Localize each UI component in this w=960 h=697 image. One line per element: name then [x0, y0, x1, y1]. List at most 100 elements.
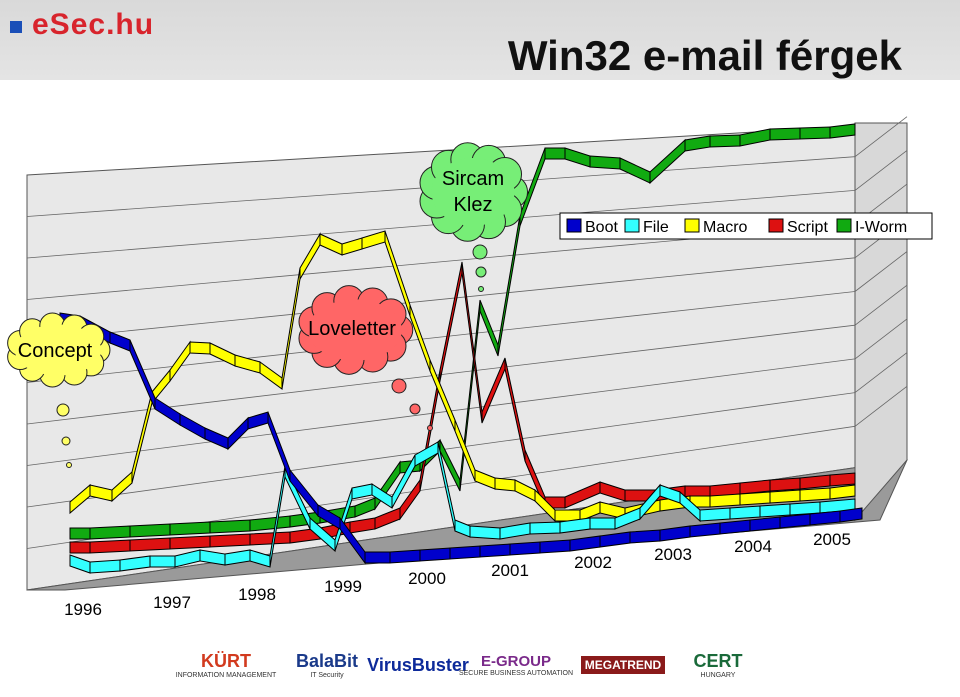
- x-tick-label: 2000: [408, 569, 446, 588]
- balabit-logo: BalaBit IT Security: [282, 640, 372, 690]
- series-segment: [209, 533, 251, 548]
- series-segment: [829, 484, 856, 500]
- legend-label: Boot: [585, 219, 618, 236]
- series-segment: [839, 507, 863, 523]
- series-segment: [629, 529, 661, 544]
- series-segment: [69, 541, 91, 554]
- side-wall: [854, 122, 908, 522]
- series-segment: [799, 126, 831, 140]
- x-tick-label: 1998: [238, 585, 276, 604]
- logo-text: E-GROUP: [480, 653, 551, 670]
- series-segment: [739, 491, 771, 506]
- series-segment: [169, 535, 211, 550]
- logo-text: VirusBuster: [367, 654, 469, 675]
- series-segment: [69, 527, 91, 540]
- logo-subtext: HUNGARY: [700, 672, 736, 679]
- legend-box: [559, 212, 933, 240]
- slide-title: Win32 e-mail férgek: [507, 32, 902, 79]
- legend-swatch: [768, 218, 784, 233]
- series-segment: [129, 523, 171, 538]
- series-segment: [89, 539, 131, 554]
- callout-line: Sircam: [442, 168, 504, 190]
- sponsor-logos: KÜRT INFORMATION MANAGEMENT BalaBit IT Secu…: [176, 640, 770, 695]
- legend-swatch: [624, 218, 640, 233]
- series-segment: [769, 477, 801, 492]
- series-segment: [689, 522, 721, 538]
- sircam-klez-callout: [419, 142, 529, 242]
- series-file: [69, 441, 856, 574]
- series-segment: [509, 541, 541, 556]
- series-segment: [749, 516, 781, 532]
- cloud-body: [308, 299, 402, 361]
- x-tick-label: 1996: [64, 600, 102, 619]
- slide-header: eSec.hu Win32 e-mail férgek: [0, 0, 960, 80]
- logo-text: CERT: [693, 651, 743, 671]
- logo-subtext: SECURE BUSINESS AUTOMATION: [458, 670, 574, 677]
- concept-bubble: [66, 462, 72, 468]
- legend-label: I-Worm: [855, 219, 907, 236]
- series-segment: [539, 539, 571, 554]
- side-gridline: [854, 284, 908, 326]
- logo-subtext: IT Security: [310, 672, 344, 679]
- series-segment: [684, 485, 711, 498]
- legend-swatch: [684, 218, 700, 233]
- series-segment: [479, 543, 511, 558]
- series-segment: [589, 155, 621, 170]
- side-gridline: [854, 150, 908, 191]
- logo-text: MEGATREND: [580, 656, 666, 674]
- sircam-bubble: [472, 244, 488, 260]
- series-segment: [779, 513, 811, 529]
- series-segment: [364, 551, 391, 564]
- series-segment: [189, 341, 211, 355]
- series-segment: [829, 472, 856, 487]
- brand-text: eSec.hu: [32, 8, 155, 41]
- series-segment: [809, 510, 841, 526]
- series-segment: [799, 474, 831, 490]
- series-segment: [529, 521, 561, 535]
- gridline: [26, 358, 856, 466]
- series-segment: [449, 545, 481, 560]
- chart-legend: Boot File Macro Script I-Worm: [559, 212, 933, 240]
- series-segment: [89, 525, 131, 540]
- gridline: [26, 291, 856, 383]
- series-segment: [169, 521, 211, 536]
- loveletter-bubble: [427, 425, 433, 431]
- series-segment: [389, 549, 421, 564]
- logo-text: KÜRT: [201, 651, 251, 671]
- legend-swatch: [566, 218, 582, 233]
- concept-bubble: [61, 436, 71, 446]
- legend-label: Macro: [703, 219, 748, 236]
- sircam-klez-label: Sircam Klez: [442, 168, 504, 216]
- loveletter-label: Loveletter: [308, 318, 396, 340]
- legend-label: Script: [787, 219, 828, 236]
- x-tick-label: 2002: [574, 553, 612, 572]
- loveletter-callout: [298, 285, 414, 375]
- series-segment: [769, 127, 801, 141]
- legend-label: File: [643, 219, 669, 236]
- x-tick-label: 1997: [153, 593, 191, 612]
- series-segment: [209, 519, 251, 534]
- x-tick-label: 1999: [324, 577, 362, 596]
- side-gridline: [854, 352, 908, 393]
- concept-label: Concept: [18, 340, 93, 362]
- legend-swatch: [836, 218, 852, 233]
- callout-line: Klez: [454, 194, 493, 216]
- side-gridline: [854, 116, 908, 158]
- series-segment: [769, 489, 801, 504]
- series-segment: [149, 555, 176, 568]
- x-tick-label: 2003: [654, 545, 692, 564]
- concept-callout: [7, 312, 111, 388]
- side-gridline: [854, 318, 908, 360]
- cloud-body: [14, 324, 102, 376]
- virusbuster-logo: VirusBuster: [367, 640, 469, 690]
- cert-logo: CERT HUNGARY: [678, 640, 758, 690]
- megatrend-logo: MEGATREND: [580, 640, 666, 690]
- cloud-body: [431, 158, 515, 226]
- series-segment: [129, 537, 171, 552]
- series-segment: [249, 531, 291, 546]
- loveletter-bubble: [391, 378, 407, 394]
- logo-subtext: INFORMATION MANAGEMENT: [175, 672, 277, 679]
- logo-square-icon: [10, 21, 22, 33]
- concept-bubble: [56, 403, 70, 417]
- series-segment: [729, 505, 761, 520]
